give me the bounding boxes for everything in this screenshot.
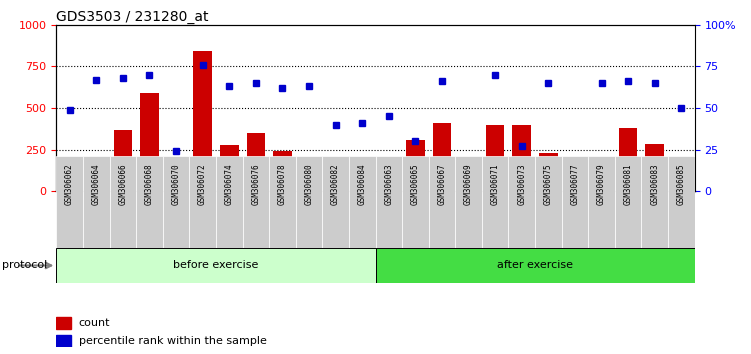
Text: GSM306069: GSM306069 — [464, 163, 473, 205]
Bar — [110, 156, 136, 248]
Bar — [562, 156, 588, 248]
Text: GSM306063: GSM306063 — [385, 163, 394, 205]
Bar — [193, 51, 212, 191]
Bar — [566, 186, 584, 191]
Bar — [220, 144, 239, 191]
Text: GSM306080: GSM306080 — [304, 163, 313, 205]
Bar — [60, 165, 79, 191]
Bar — [433, 123, 451, 191]
Text: GSM306082: GSM306082 — [331, 163, 340, 205]
Text: count: count — [79, 318, 110, 328]
Bar — [593, 174, 611, 191]
Bar — [455, 156, 482, 248]
Bar — [406, 139, 425, 191]
Bar — [322, 156, 349, 248]
Bar — [189, 156, 216, 248]
Bar — [243, 156, 269, 248]
Text: GSM306064: GSM306064 — [92, 163, 101, 205]
Text: GSM306076: GSM306076 — [252, 163, 261, 205]
Bar — [379, 174, 398, 191]
Bar — [273, 151, 291, 191]
Text: GSM306078: GSM306078 — [278, 163, 287, 205]
Text: GSM306066: GSM306066 — [119, 163, 128, 205]
Text: before exercise: before exercise — [173, 261, 258, 270]
Bar — [56, 156, 83, 248]
Bar — [56, 335, 71, 347]
Text: GSM306074: GSM306074 — [225, 163, 234, 205]
Bar — [56, 317, 71, 329]
Bar — [486, 125, 505, 191]
Bar — [349, 156, 376, 248]
Text: GSM306068: GSM306068 — [145, 163, 154, 205]
Text: GSM306072: GSM306072 — [198, 163, 207, 205]
Bar — [269, 156, 296, 248]
Bar — [353, 173, 372, 191]
Bar — [376, 156, 402, 248]
Bar — [619, 128, 638, 191]
Bar — [482, 156, 508, 248]
Text: GSM306084: GSM306084 — [357, 163, 366, 205]
Text: GSM306071: GSM306071 — [490, 163, 499, 205]
Bar — [376, 248, 695, 283]
Text: GDS3503 / 231280_at: GDS3503 / 231280_at — [56, 10, 209, 24]
Bar — [512, 125, 531, 191]
Bar — [539, 153, 558, 191]
Text: GSM306075: GSM306075 — [544, 163, 553, 205]
Bar — [460, 186, 478, 191]
Text: GSM306073: GSM306073 — [517, 163, 526, 205]
Bar — [615, 156, 641, 248]
Bar — [296, 156, 322, 248]
Text: GSM306083: GSM306083 — [650, 163, 659, 205]
Bar — [535, 156, 562, 248]
Text: GSM306085: GSM306085 — [677, 163, 686, 205]
Text: GSM306067: GSM306067 — [438, 163, 447, 205]
Bar — [326, 173, 345, 191]
Text: GSM306079: GSM306079 — [597, 163, 606, 205]
Text: protocol: protocol — [2, 261, 47, 270]
Bar — [672, 171, 691, 191]
Text: GSM306062: GSM306062 — [65, 163, 74, 205]
Bar — [668, 156, 695, 248]
Text: GSM306081: GSM306081 — [623, 163, 632, 205]
Bar — [216, 156, 243, 248]
Bar — [645, 144, 664, 191]
Bar — [56, 248, 376, 283]
Bar — [136, 156, 163, 248]
Bar — [641, 156, 668, 248]
Bar — [300, 175, 318, 191]
Text: after exercise: after exercise — [497, 261, 573, 270]
Text: GSM306070: GSM306070 — [171, 163, 180, 205]
Bar — [588, 156, 615, 248]
Bar — [83, 156, 110, 248]
Bar — [402, 156, 429, 248]
Text: GSM306077: GSM306077 — [571, 163, 580, 205]
Text: GSM306065: GSM306065 — [411, 163, 420, 205]
Bar — [87, 182, 106, 191]
Bar — [113, 130, 132, 191]
Bar — [429, 156, 455, 248]
Bar — [167, 179, 185, 191]
Bar — [508, 156, 535, 248]
Text: percentile rank within the sample: percentile rank within the sample — [79, 336, 267, 346]
Bar — [246, 133, 265, 191]
Bar — [163, 156, 189, 248]
Bar — [140, 93, 158, 191]
